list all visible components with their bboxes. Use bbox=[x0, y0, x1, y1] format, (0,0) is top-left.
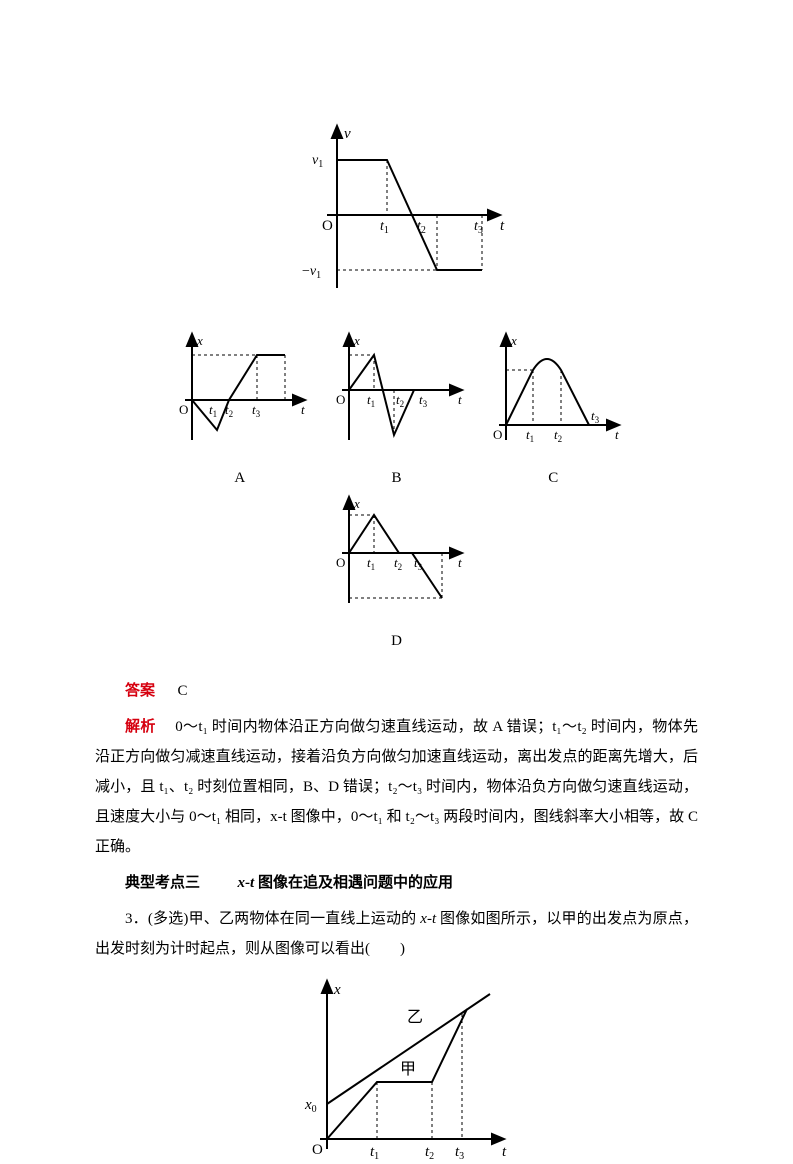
svg-text:t2: t2 bbox=[425, 1144, 434, 1162]
q3-prefix: (多选) bbox=[148, 911, 189, 927]
choice-A-chart: x t O t1 t2 t3 bbox=[167, 330, 312, 450]
svg-text:t: t bbox=[458, 392, 462, 407]
svg-text:O: O bbox=[336, 555, 345, 570]
choice-B-chart: x t O t1 t2 t3 bbox=[324, 330, 469, 450]
svg-text:甲: 甲 bbox=[400, 1061, 416, 1078]
svg-text:x: x bbox=[196, 333, 203, 348]
vt-chart: v t O v1 −v1 t1 t2 t3 bbox=[282, 120, 512, 310]
svg-text:t: t bbox=[458, 555, 462, 570]
svg-text:乙: 乙 bbox=[407, 1009, 423, 1026]
choice-B: x t O t1 t2 t3 B bbox=[324, 330, 469, 493]
answer-line: 答案 C bbox=[95, 676, 698, 706]
explanation-label: 解析 bbox=[125, 719, 156, 735]
svg-text:t: t bbox=[301, 402, 305, 417]
svg-text:x: x bbox=[353, 496, 360, 511]
svg-text:v1: v1 bbox=[312, 153, 323, 170]
explanation-block: 解析 0～t₁ 时间内物体沿正方向做匀速直线运动，故 A 错误；t₁～t₂ 时间… bbox=[95, 712, 698, 862]
svg-text:t2: t2 bbox=[554, 427, 562, 444]
svg-text:t2: t2 bbox=[417, 219, 426, 236]
svg-text:t1: t1 bbox=[526, 427, 534, 444]
svg-text:x: x bbox=[510, 333, 517, 348]
svg-text:−v1: −v1 bbox=[302, 264, 321, 281]
svg-text:t1: t1 bbox=[209, 402, 217, 419]
svg-text:x0: x0 bbox=[304, 1097, 317, 1115]
svg-text:O: O bbox=[322, 218, 333, 234]
q3-chart: x t O x0 t1 t2 t3 乙 甲 bbox=[272, 974, 522, 1164]
choice-D-chart: x t O t1 t2 t3 bbox=[324, 493, 469, 613]
svg-text:x: x bbox=[353, 333, 360, 348]
svg-text:t3: t3 bbox=[455, 1144, 464, 1162]
figure-vt: v t O v1 −v1 t1 t2 t3 bbox=[95, 120, 698, 310]
svg-text:t1: t1 bbox=[367, 555, 375, 572]
svg-text:t3: t3 bbox=[419, 392, 428, 409]
figure-q3: x t O x0 t1 t2 t3 乙 甲 bbox=[95, 974, 698, 1164]
topic-title: x-t 图像在追及相遇问题中的应用 bbox=[238, 875, 453, 891]
svg-text:t3: t3 bbox=[414, 555, 423, 572]
svg-text:t3: t3 bbox=[591, 408, 600, 425]
choice-A: x t O t1 t2 t3 A bbox=[167, 330, 312, 493]
svg-text:t2: t2 bbox=[396, 392, 404, 409]
svg-text:O: O bbox=[336, 392, 345, 407]
choice-B-label: B bbox=[324, 463, 469, 493]
svg-text:t2: t2 bbox=[225, 402, 233, 419]
answer-value: C bbox=[178, 683, 188, 699]
svg-text:O: O bbox=[312, 1142, 323, 1158]
svg-text:t2: t2 bbox=[394, 555, 402, 572]
choice-C: x t O t1 t2 t3 C bbox=[481, 330, 626, 493]
choice-D: x t O t1 t2 t3 D bbox=[324, 493, 469, 656]
svg-text:t: t bbox=[615, 427, 619, 442]
choice-C-chart: x t O t1 t2 t3 bbox=[481, 330, 626, 450]
question-3: 3．(多选)甲、乙两物体在同一直线上运动的 x-t 图像如图所示，以甲的出发点为… bbox=[95, 904, 698, 964]
svg-text:t3: t3 bbox=[252, 402, 261, 419]
svg-text:t1: t1 bbox=[370, 1144, 379, 1162]
answer-label: 答案 bbox=[125, 683, 155, 699]
choices-row: x t O t1 t2 t3 A bbox=[95, 330, 698, 656]
svg-text:t1: t1 bbox=[380, 219, 389, 236]
topic-prefix: 典型考点三 bbox=[125, 875, 200, 891]
svg-text:O: O bbox=[493, 427, 502, 442]
svg-text:x: x bbox=[333, 982, 341, 998]
svg-text:t1: t1 bbox=[367, 392, 375, 409]
q3-number: 3． bbox=[125, 911, 148, 927]
explanation-text: 0～t₁ 时间内物体沿正方向做匀速直线运动，故 A 错误；t₁～t₂ 时间内，物… bbox=[95, 719, 698, 855]
choice-A-label: A bbox=[167, 463, 312, 493]
page-content: v t O v1 −v1 t1 t2 t3 bbox=[0, 0, 793, 1164]
choice-C-label: C bbox=[481, 463, 626, 493]
svg-text:t: t bbox=[500, 218, 505, 234]
svg-text:O: O bbox=[179, 402, 188, 417]
svg-text:v: v bbox=[344, 126, 351, 142]
topic-heading: 典型考点三 x-t 图像在追及相遇问题中的应用 bbox=[95, 868, 698, 898]
svg-text:t: t bbox=[502, 1144, 507, 1160]
choice-D-label: D bbox=[324, 626, 469, 656]
